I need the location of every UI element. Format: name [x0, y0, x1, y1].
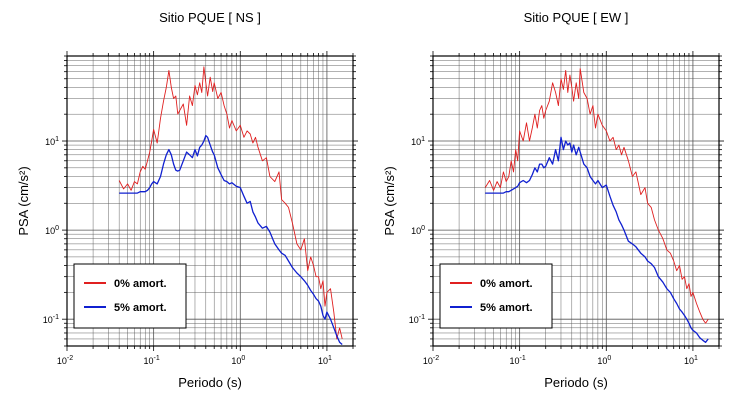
legend-label: 0% amort.	[114, 278, 167, 290]
x-tick-label: 101	[318, 355, 332, 366]
x-tick-label: 10-2	[423, 355, 439, 366]
series-line-damped	[119, 134, 343, 345]
legend-label: 0% amort.	[480, 278, 533, 290]
y-tick-label: 101	[45, 136, 59, 147]
x-axis-label: Periodo (s)	[544, 375, 608, 390]
y-tick-label: 10-1	[43, 314, 59, 325]
x-tick-label: 100	[597, 355, 611, 366]
x-tick-label: 100	[231, 355, 245, 366]
series-group	[484, 68, 709, 343]
series-line-undamped	[118, 66, 343, 340]
y-axis-label: PSA (cm/s²)	[382, 166, 397, 235]
legend-label: 5% amort.	[114, 302, 167, 314]
legend-label: 5% amort.	[480, 302, 533, 314]
series-line-damped	[485, 136, 709, 343]
chart-panel-2: Sitio PQUE [ EW ] 10-2 10-1 100 101 10-1 100 10…	[382, 10, 724, 390]
y-tick-label: 100	[45, 225, 59, 236]
y-tick-label: 100	[411, 225, 425, 236]
legend: 0% amort. 5% amort.	[73, 263, 187, 329]
legend-box	[73, 263, 187, 329]
legend: 0% amort. 5% amort.	[439, 263, 553, 329]
chart-panel-1: Sitio PQUE [ NS ] 10-2 10-1 100 101 10-1 100 10…	[16, 10, 358, 390]
x-tick-label: 101	[684, 355, 698, 366]
y-tick-label: 101	[411, 136, 425, 147]
plot-frame	[432, 55, 720, 347]
axis-ticks	[428, 51, 724, 351]
y-tick-label: 10-1	[409, 314, 425, 325]
axis-ticks	[62, 51, 358, 351]
series-group	[118, 66, 343, 345]
chart-title: Sitio PQUE [ EW ]	[524, 10, 629, 25]
chart-title: Sitio PQUE [ NS ]	[159, 10, 261, 25]
x-axis-label: Periodo (s)	[178, 375, 242, 390]
x-tick-label: 10-1	[510, 355, 526, 366]
legend-box	[439, 263, 553, 329]
x-tick-label: 10-2	[57, 355, 73, 366]
plot-frame	[66, 55, 354, 347]
y-axis-label: PSA (cm/s²)	[16, 166, 31, 235]
series-line-undamped	[484, 68, 709, 324]
x-tick-label: 10-1	[144, 355, 160, 366]
